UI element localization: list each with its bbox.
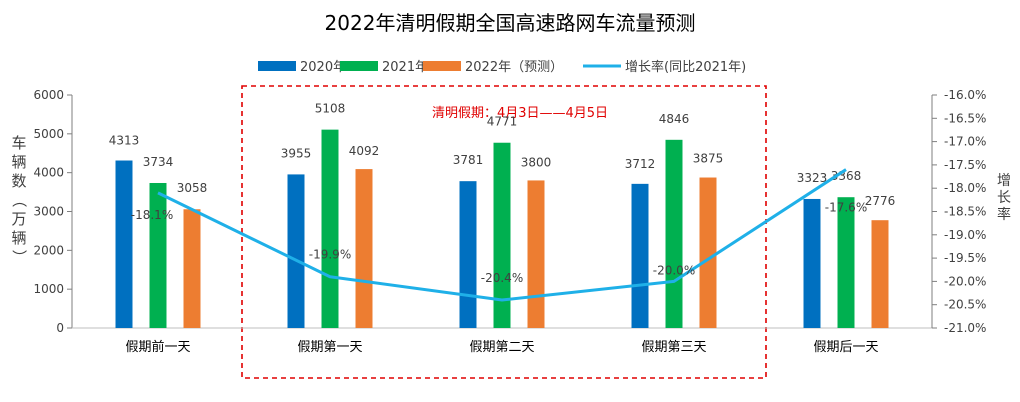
left-axis-title-char: 数 <box>11 172 26 190</box>
left-axis-title-char: 辆 <box>11 229 26 247</box>
right-tick-label: -20.5% <box>944 298 986 312</box>
right-tick-label: -16.5% <box>944 111 986 125</box>
bar <box>871 220 889 328</box>
left-tick-label: 4000 <box>33 166 64 180</box>
category-label: 假期第一天 <box>297 340 362 355</box>
bar <box>837 197 855 328</box>
category-labels: 假期前一天 假期第一天 假期第二天 假期第三天 假期后一天 <box>125 339 878 355</box>
bar-value-label: 3712 <box>625 157 656 171</box>
left-tick-label: 5000 <box>33 127 64 141</box>
bar-value-label: 4313 <box>109 134 140 148</box>
category-label: 假期前一天 <box>125 339 190 355</box>
bars: 4313 3955 3781 3712 3323 3734 5108 4771 4846 3368… <box>109 102 896 328</box>
bar-value-label: 2776 <box>865 194 896 208</box>
legend-label: 增长率(同比2021年) <box>625 59 746 75</box>
left-tick-label: 1000 <box>33 282 64 296</box>
category-label: 假期第二天 <box>469 340 534 355</box>
left-axis-title-char: 车 <box>11 134 26 152</box>
right-axis-title: 增长率 <box>997 173 1011 223</box>
bar-value-label: 3875 <box>693 152 724 166</box>
left-axis-title-char: 辆 <box>11 153 26 171</box>
right-tick-label: -17.0% <box>944 135 986 149</box>
right-tick-label: -19.5% <box>944 251 986 265</box>
left-axis-title-char: ） <box>10 249 28 264</box>
legend-swatch <box>340 61 378 71</box>
holiday-annotation: 清明假期：4月3日——4月5日 <box>432 106 608 121</box>
right-tick-label: -18.0% <box>944 181 986 195</box>
bar <box>803 198 821 328</box>
left-tick-label: 3000 <box>33 205 64 219</box>
right-axis: -16.0% -16.5% -17.0% -17.5% -18.0% -18.5% -19.… <box>931 88 986 335</box>
growth-line <box>157 168 847 302</box>
bar <box>631 183 649 328</box>
right-tick-label: -16.0% <box>944 88 986 102</box>
left-tick-label: 6000 <box>33 88 64 102</box>
growth-value-label: -18.1% <box>131 208 173 222</box>
bar-value-label: 3323 <box>797 171 828 185</box>
bar <box>527 180 545 328</box>
bar <box>355 169 373 328</box>
growth-line-layer: -18.1% -19.9% -20.4% -20.0% -17.6% <box>131 168 867 302</box>
bar-value-label: 3955 <box>281 146 312 160</box>
right-axis-title-char: 增 <box>997 173 1011 189</box>
right-tick-label: -17.5% <box>944 158 986 172</box>
bar-value-label: 3058 <box>177 181 208 195</box>
bar-value-label: 3781 <box>453 153 484 167</box>
bar-value-label: 4846 <box>659 112 690 126</box>
right-tick-label: -21.0% <box>944 321 986 335</box>
growth-value-label: -17.6% <box>825 201 867 215</box>
right-axis-title-char: 长 <box>997 190 1011 206</box>
bar-value-label: 3734 <box>143 155 174 169</box>
left-axis: 0 1000 2000 3000 4000 5000 6000 <box>33 88 932 335</box>
bar <box>287 174 305 328</box>
bar <box>493 142 511 328</box>
bar <box>699 177 717 328</box>
bar <box>183 209 201 328</box>
bar <box>321 129 339 328</box>
bar-value-label: 4771 <box>487 115 518 129</box>
legend-label: 2021年 <box>382 60 428 75</box>
bar <box>665 139 683 328</box>
category-label: 假期后一天 <box>813 340 878 355</box>
bar <box>149 182 167 328</box>
left-axis-title-char: 万 <box>11 210 26 228</box>
right-tick-label: -20.0% <box>944 274 986 288</box>
right-axis-title-char: 率 <box>997 206 1011 223</box>
right-tick-label: -19.0% <box>944 228 986 242</box>
bar-value-label: 3800 <box>521 155 552 169</box>
growth-value-label: -20.4% <box>481 271 523 285</box>
legend-label: 2022年（预测） <box>465 60 563 75</box>
legend: 2020年 2021年 2022年（预测） 增长率(同比2021年) <box>258 59 746 75</box>
right-tick-label: -18.5% <box>944 205 986 219</box>
left-tick-label: 0 <box>56 321 64 335</box>
bar-value-label: 4092 <box>349 144 380 158</box>
growth-value-label: -19.9% <box>309 248 351 262</box>
growth-value-label: -20.0% <box>653 263 695 277</box>
bar-value-label: 5108 <box>315 102 346 116</box>
left-axis-title: 车辆数（万辆） <box>10 134 28 265</box>
left-axis-title-char: （ <box>10 192 28 207</box>
category-label: 假期第三天 <box>641 340 706 355</box>
left-tick-label: 2000 <box>33 243 64 257</box>
bar <box>115 160 133 328</box>
chart-title: 2022年清明假期全国高速路网车流量预测 <box>325 11 696 35</box>
bar <box>459 181 477 328</box>
legend-label: 2020年 <box>300 60 346 75</box>
legend-swatch <box>423 61 461 71</box>
legend-swatch <box>258 61 296 71</box>
holiday-highlight-box <box>241 85 767 379</box>
bar-value-label: 3368 <box>831 169 862 183</box>
